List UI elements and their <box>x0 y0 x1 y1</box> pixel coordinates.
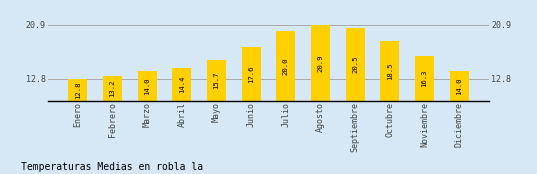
Text: 20.0: 20.0 <box>283 57 289 75</box>
Text: 13.2: 13.2 <box>110 80 115 97</box>
Bar <box>207 60 226 101</box>
Bar <box>315 79 326 101</box>
Bar <box>137 71 157 101</box>
Bar <box>350 79 361 101</box>
Bar <box>453 79 465 101</box>
Bar <box>107 79 118 101</box>
Bar <box>280 79 292 101</box>
Text: 16.3: 16.3 <box>422 69 427 87</box>
Bar <box>68 79 88 101</box>
Bar <box>211 79 222 101</box>
Bar <box>242 47 260 101</box>
Text: 18.5: 18.5 <box>387 62 393 80</box>
Bar <box>172 68 191 101</box>
Bar <box>103 76 122 101</box>
Bar <box>384 79 396 101</box>
Text: 14.4: 14.4 <box>179 76 185 93</box>
Bar <box>415 56 434 101</box>
Bar <box>380 41 400 101</box>
Text: 17.6: 17.6 <box>248 65 254 83</box>
Text: 14.0: 14.0 <box>456 77 462 95</box>
Bar <box>346 27 365 101</box>
Text: 15.7: 15.7 <box>214 72 220 89</box>
Bar <box>141 79 153 101</box>
Text: 12.8: 12.8 <box>75 81 81 99</box>
Bar <box>277 31 295 101</box>
Text: 14.0: 14.0 <box>144 77 150 95</box>
Text: 20.5: 20.5 <box>352 56 358 73</box>
Bar <box>419 79 430 101</box>
Text: Temperaturas Medias en robla la: Temperaturas Medias en robla la <box>21 162 204 172</box>
Bar <box>245 79 257 101</box>
Bar <box>449 71 469 101</box>
Bar <box>176 79 187 101</box>
Bar <box>72 79 84 101</box>
Text: 20.9: 20.9 <box>317 54 323 72</box>
Bar <box>311 25 330 101</box>
